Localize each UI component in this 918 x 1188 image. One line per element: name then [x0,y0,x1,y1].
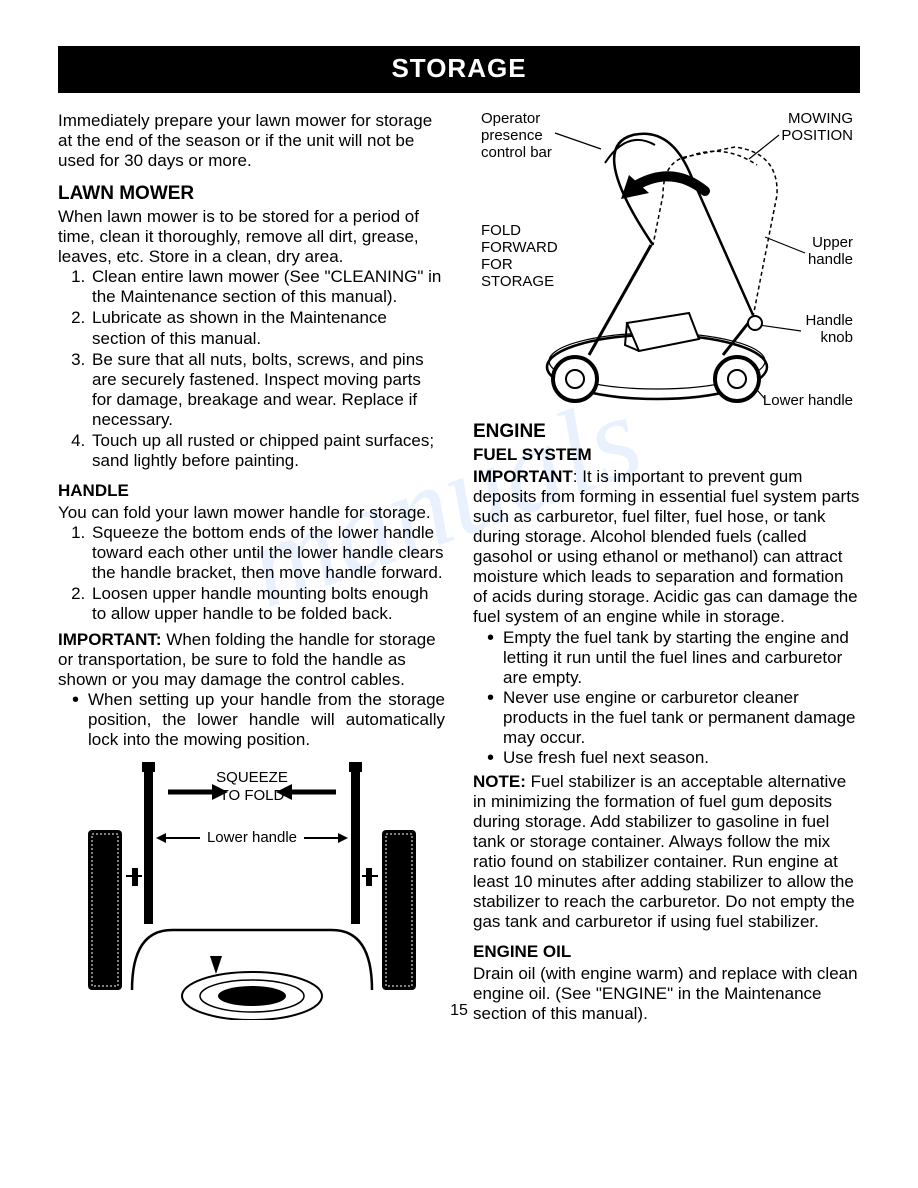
squeeze-to-fold-figure: SQUEEZE TO FOLD Lower handle [58,760,445,1020]
list-item: Never use engine or carburetor cleaner p… [487,688,860,748]
right-column: Operator presence control bar MOWING POS… [473,111,860,1025]
important-paragraph: IMPORTANT: When folding the handle for s… [58,630,445,690]
fig-label: SQUEEZE [216,769,288,786]
svg-text:FOR: FOR [481,256,513,273]
list-item: Clean entire lawn mower (See "CLEANING" … [90,267,445,307]
svg-text:control bar: control bar [481,144,552,161]
list-item: Squeeze the bottom ends of the lower han… [90,523,445,583]
list-item: When setting up your handle from the sto… [72,690,445,750]
svg-text:Operator: Operator [481,110,540,127]
list-item: Touch up all rusted or chipped paint sur… [90,431,445,471]
svg-text:STORAGE: STORAGE [481,273,554,290]
svg-text:FOLD: FOLD [481,222,521,239]
engine-oil-heading: ENGINE OIL [473,942,860,962]
svg-text:handle: handle [807,251,852,268]
lawn-mower-intro: When lawn mower is to be stored for a pe… [58,207,445,267]
list-item: Loosen upper handle mounting bolts enoug… [90,584,445,624]
setup-bullet-list: When setting up your handle from the sto… [58,690,445,750]
svg-text:Handle: Handle [805,312,853,329]
important-label: IMPORTANT: [58,630,162,649]
handle-list: Squeeze the bottom ends of the lower han… [58,523,445,624]
left-column: Immediately prepare your lawn mower for … [58,111,445,1025]
note-text: Fuel stabilizer is an acceptable alterna… [473,772,855,931]
lawn-mower-heading: LAWN MOWER [58,183,445,205]
two-column-layout: Immediately prepare your lawn mower for … [58,111,860,1025]
mower-fold-figure: Operator presence control bar MOWING POS… [473,107,860,417]
svg-text:POSITION: POSITION [781,127,853,144]
list-item: Use fresh fuel next season. [487,748,860,768]
handle-intro: You can fold your lawn mower handle for … [58,503,445,523]
engine-heading: ENGINE [473,421,860,443]
svg-text:knob: knob [820,329,853,346]
fuel-bullet-list: Empty the fuel tank by starting the engi… [473,628,860,768]
svg-text:FORWARD: FORWARD [481,239,558,256]
svg-text:Lower handle: Lower handle [762,392,852,409]
handle-heading: HANDLE [58,481,445,501]
svg-text:presence: presence [481,127,543,144]
list-item: Be sure that all nuts, bolts, screws, an… [90,350,445,430]
important-label: IMPORTANT [473,467,573,486]
lawn-mower-list: Clean entire lawn mower (See "CLEANING" … [58,267,445,470]
list-item: Lubricate as shown in the Maintenance se… [90,308,445,348]
list-item: Empty the fuel tank by starting the engi… [487,628,860,688]
intro-paragraph: Immediately prepare your lawn mower for … [58,111,445,171]
svg-text:MOWING: MOWING [788,110,853,127]
fuel-text: : It is important to prevent gum deposit… [473,467,859,626]
svg-text:Upper: Upper [812,234,853,251]
note-label: NOTE: [473,772,526,791]
section-banner: STORAGE [58,46,860,93]
page-number: 15 [58,1002,860,1021]
fuel-important-paragraph: IMPORTANT: It is important to prevent gu… [473,467,860,627]
note-paragraph: NOTE: Fuel stabilizer is an acceptable a… [473,772,860,932]
fuel-system-heading: FUEL SYSTEM [473,445,860,465]
fig-label: TO FOLD [219,787,284,804]
fig-label: Lower handle [206,829,296,846]
